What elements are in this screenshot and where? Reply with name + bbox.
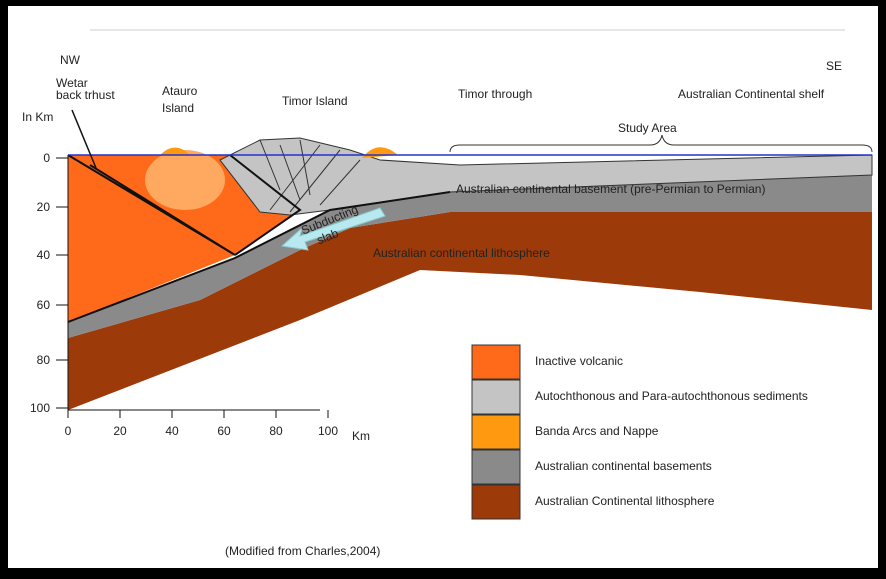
cross-section: NWSEWetarback trhustAtauroIslandTimor Is… — [0, 0, 886, 574]
label: Australian Continental lithosphere — [535, 494, 715, 508]
label: 40 — [37, 248, 51, 262]
label: Australian continental basement (pre-Per… — [456, 182, 765, 196]
label: Timor through — [458, 87, 532, 101]
label: back trhust — [56, 88, 115, 102]
label: SE — [826, 59, 842, 73]
label: 40 — [165, 424, 179, 438]
label: In Km — [22, 110, 53, 124]
label: 60 — [37, 298, 51, 312]
label: 0 — [43, 151, 50, 165]
label: 20 — [37, 200, 51, 214]
legend-swatch — [472, 345, 520, 379]
label: Study Area — [618, 121, 677, 135]
label: Km — [352, 429, 370, 443]
legend-swatch — [472, 415, 520, 449]
label: Australian continental lithosphere — [373, 246, 550, 260]
legend-swatch — [472, 450, 520, 484]
label: Australian Continental shelf — [678, 87, 825, 101]
label: 60 — [217, 424, 231, 438]
label: 100 — [318, 424, 338, 438]
label: 80 — [269, 424, 283, 438]
label: 80 — [37, 353, 51, 367]
label: Timor Island — [282, 94, 348, 108]
label: Autochthonous and Para-autochthonous sed… — [535, 389, 808, 403]
legend-swatch — [472, 380, 520, 414]
label: NW — [60, 53, 81, 67]
label: Inactive volcanic — [535, 354, 623, 368]
volcanic-core — [145, 150, 225, 210]
label: 0 — [65, 424, 72, 438]
legend-swatch — [472, 485, 520, 519]
label: Atauro — [162, 84, 198, 98]
label: Australian continental basements — [535, 459, 712, 473]
label: (Modified from Charles,2004) — [225, 544, 380, 558]
label: Island — [162, 101, 194, 115]
label: 20 — [113, 424, 127, 438]
label: Banda Arcs and Nappe — [535, 424, 659, 438]
label: 100 — [30, 401, 50, 415]
